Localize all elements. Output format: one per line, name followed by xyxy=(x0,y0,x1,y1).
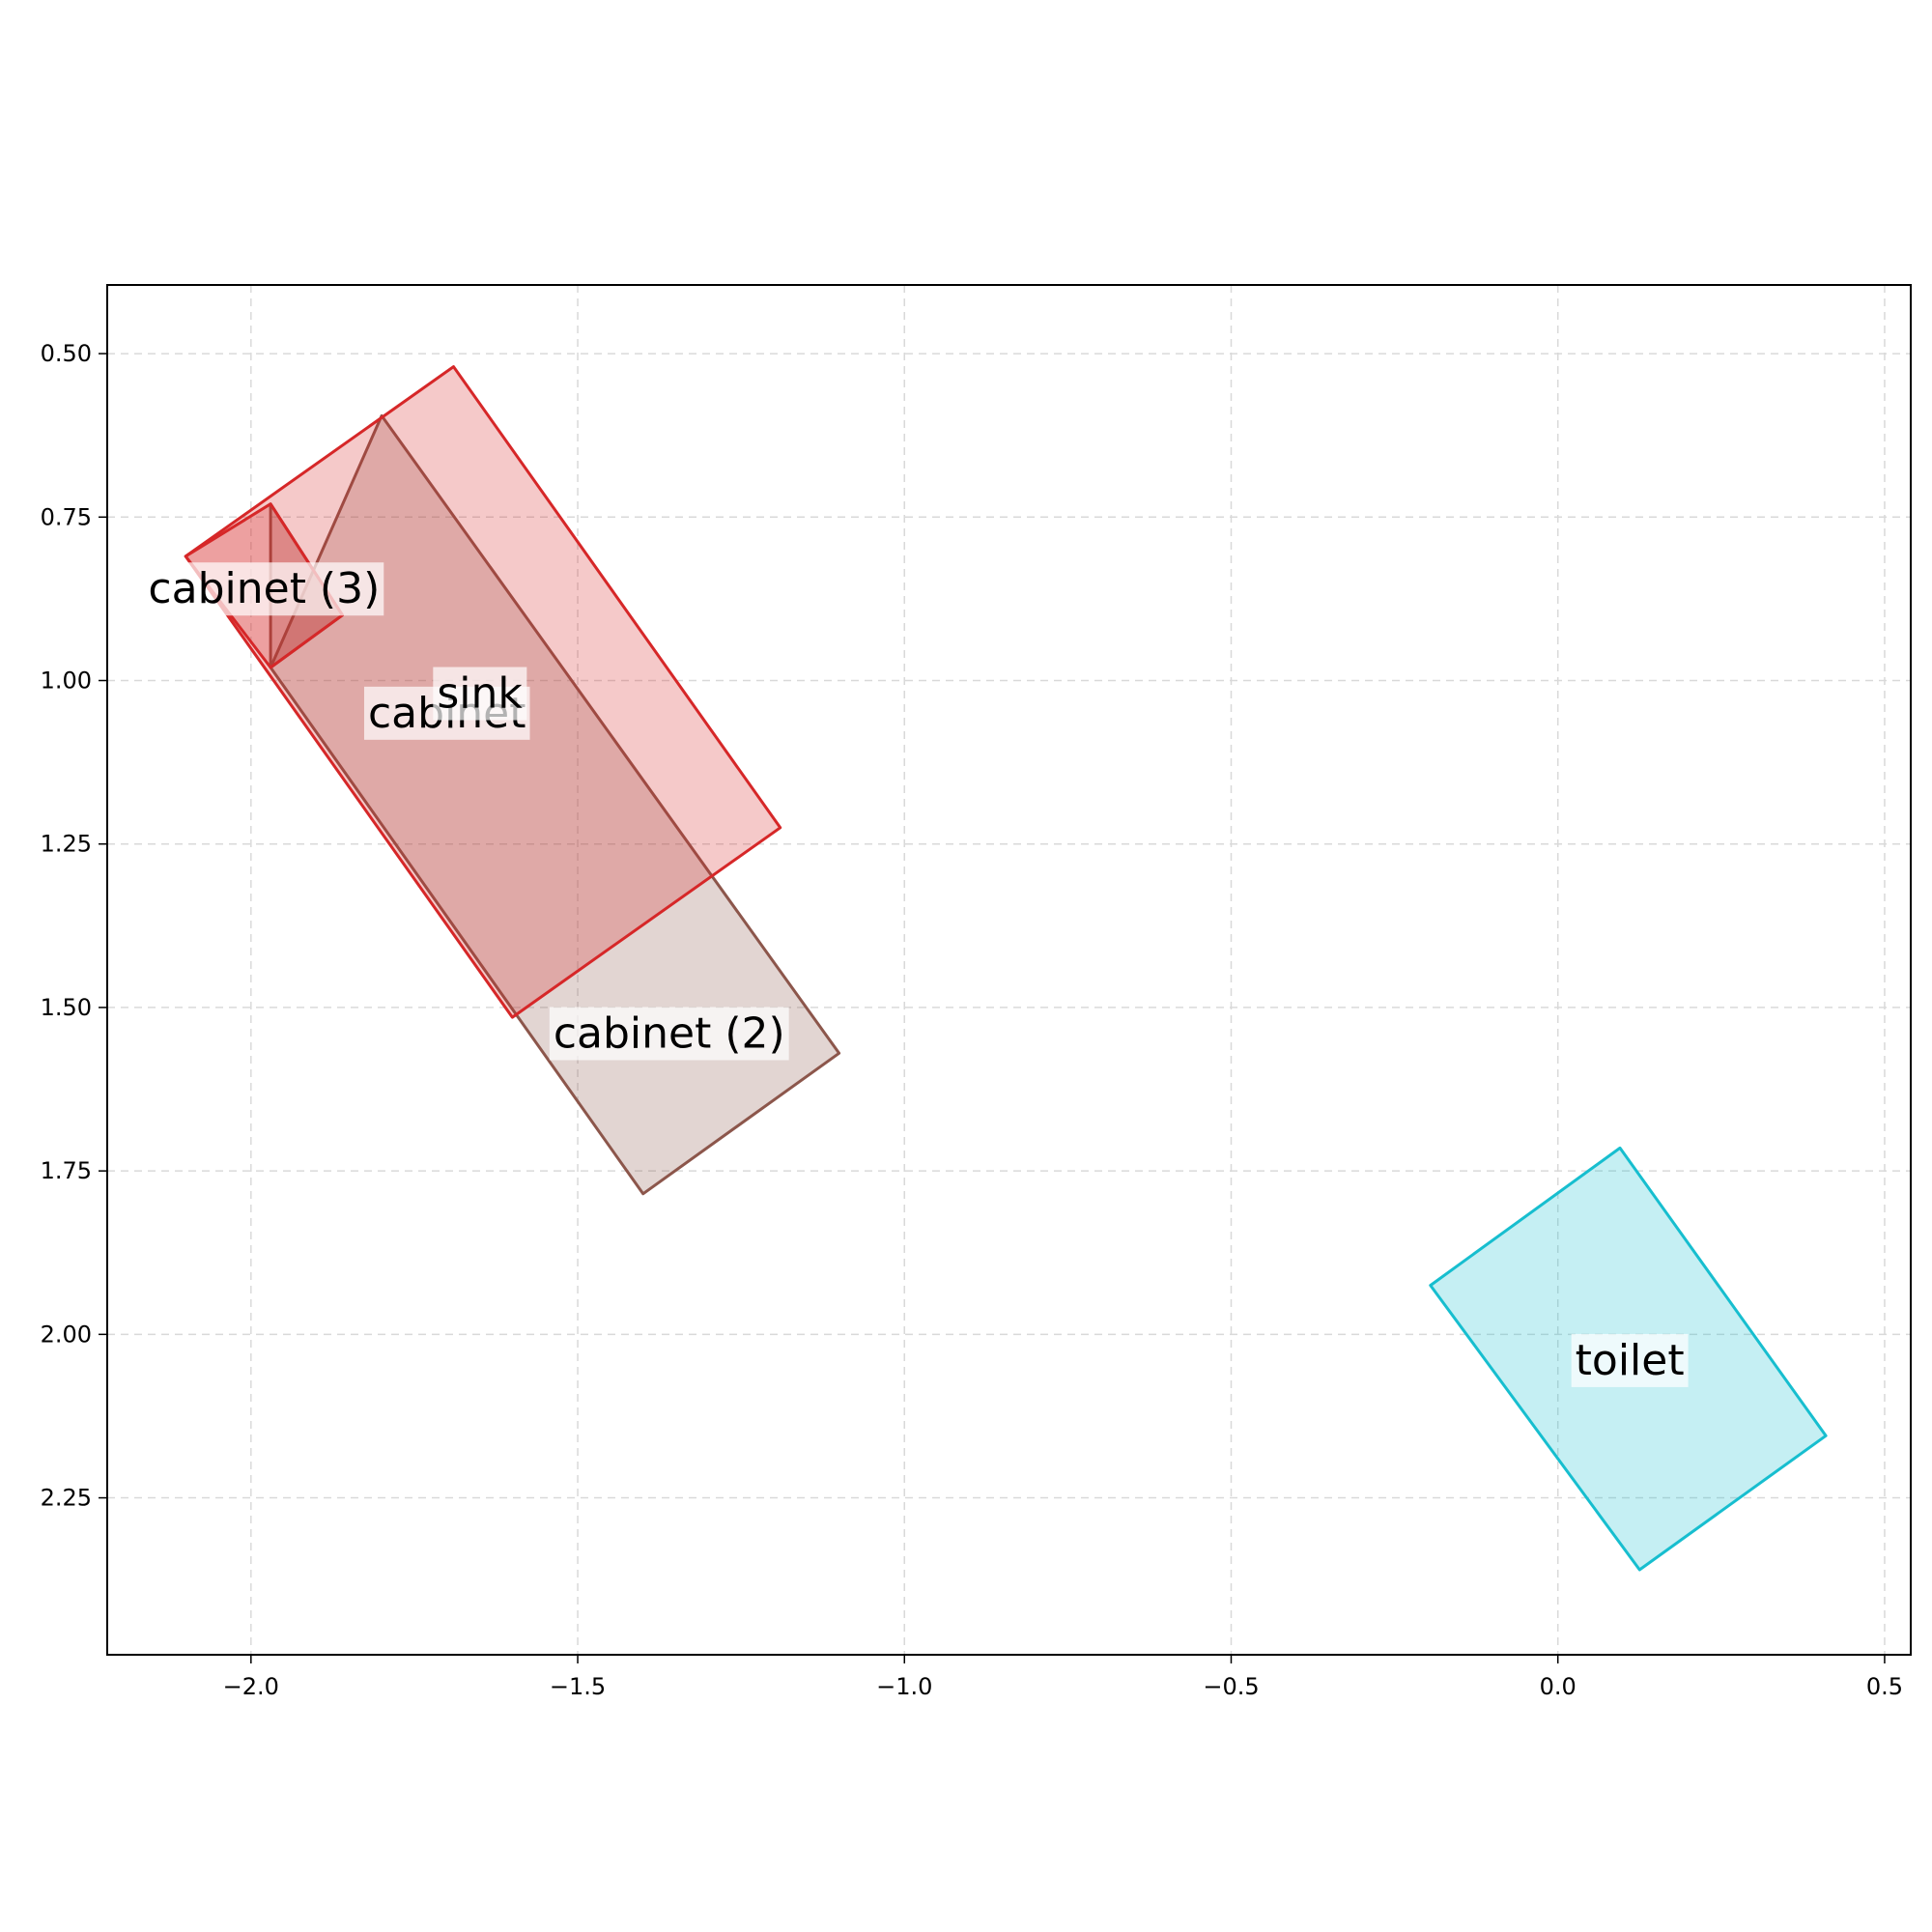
x-tick-label: −2.0 xyxy=(223,1673,279,1700)
y-tick-label: 2.00 xyxy=(41,1321,92,1348)
label-background xyxy=(433,667,527,721)
y-tick-label: 1.25 xyxy=(41,831,92,858)
label-background xyxy=(1571,1333,1689,1387)
x-tick-label: −1.0 xyxy=(876,1673,932,1700)
y-axis-ticks: 0.50 0.75 1.00 1.25 1.50 1.75 2.00 2.25 xyxy=(41,340,107,1512)
x-tick-label: −0.5 xyxy=(1203,1673,1259,1700)
y-tick-label: 1.75 xyxy=(41,1157,92,1184)
label-text: cabinet (2) xyxy=(554,1009,785,1058)
plot-frame xyxy=(106,284,1912,1656)
x-tick-label: 0.5 xyxy=(1866,1673,1903,1700)
y-tick-label: 0.50 xyxy=(41,340,92,367)
label-text: sink xyxy=(437,669,523,719)
label-cabinet-3: cabinet (3) xyxy=(144,562,384,616)
x-tick-label: 0.0 xyxy=(1540,1673,1577,1700)
x-axis-ticks: −2.0 −1.5 −1.0 −0.5 0.0 0.5 xyxy=(223,1655,1903,1700)
y-tick-label: 1.00 xyxy=(41,667,92,694)
grid-lines xyxy=(107,285,1911,1655)
y-tick-label: 2.25 xyxy=(41,1485,92,1512)
label-cabinet-2: cabinet (2) xyxy=(549,1007,789,1061)
label-text: cabinet (3) xyxy=(148,564,380,613)
label-background xyxy=(549,1007,789,1061)
label-sink: sink xyxy=(433,667,527,721)
y-tick-label: 1.50 xyxy=(41,994,92,1021)
label-toilet: toilet xyxy=(1571,1333,1689,1387)
label-text: toilet xyxy=(1576,1336,1685,1385)
object-labels: cabinet (2)cabinetsinkcabinet (3)toilet xyxy=(144,562,1689,1387)
x-tick-label: −1.5 xyxy=(550,1673,606,1700)
y-tick-label: 0.75 xyxy=(41,503,92,530)
label-background xyxy=(144,562,384,616)
